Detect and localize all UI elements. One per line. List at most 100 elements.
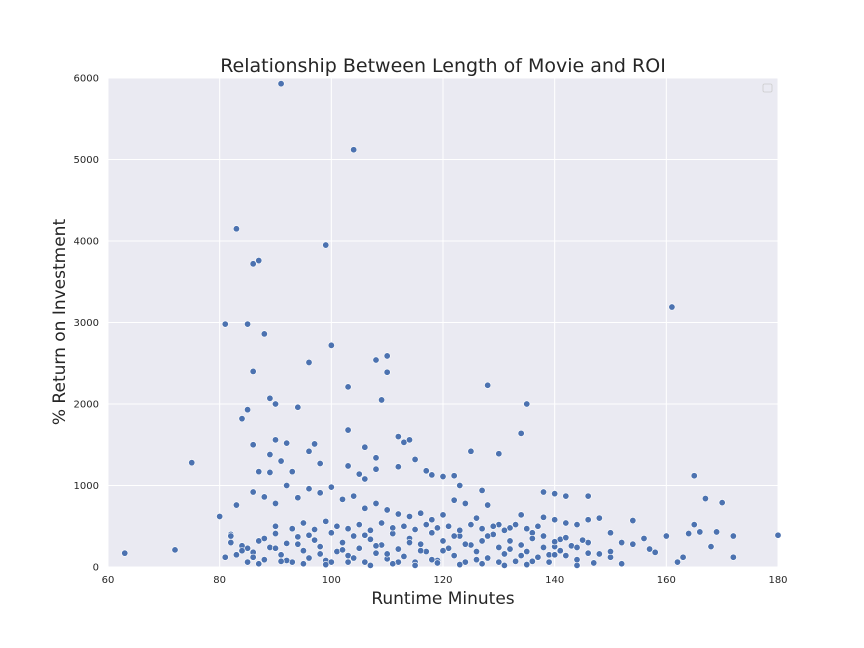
data-point: [461, 499, 469, 507]
data-point: [428, 516, 436, 524]
data-point: [366, 561, 374, 569]
data-point: [327, 529, 335, 537]
data-point: [500, 550, 508, 558]
data-point: [311, 536, 319, 544]
data-point: [255, 468, 263, 476]
data-point: [422, 521, 430, 529]
data-point: [355, 544, 363, 552]
data-point: [640, 534, 648, 542]
data-point: [539, 532, 547, 540]
data-point: [405, 436, 413, 444]
data-point: [439, 511, 447, 519]
data-point: [450, 532, 458, 540]
data-point: [232, 501, 240, 509]
y-axis-title: % Return on Investment: [50, 219, 70, 426]
data-point: [238, 547, 246, 555]
data-point: [350, 554, 358, 562]
data-point: [361, 504, 369, 512]
data-point: [294, 533, 302, 541]
data-point: [690, 521, 698, 529]
data-point: [327, 483, 335, 491]
data-point: [232, 225, 240, 233]
data-point: [311, 526, 319, 534]
data-point: [595, 550, 603, 558]
data-point: [651, 548, 659, 556]
data-point: [350, 492, 358, 500]
y-tick-label: 1000: [74, 481, 99, 492]
data-point: [534, 553, 542, 561]
y-tick-label: 5000: [74, 155, 99, 166]
data-point: [355, 521, 363, 529]
data-point: [121, 549, 129, 557]
data-point: [372, 499, 380, 507]
data-point: [595, 514, 603, 522]
data-point: [288, 468, 296, 476]
data-point: [344, 462, 352, 470]
data-point: [433, 524, 441, 532]
data-point: [551, 516, 559, 524]
data-point: [255, 560, 263, 568]
data-point: [361, 475, 369, 483]
data-point: [271, 499, 279, 507]
data-point: [361, 558, 369, 566]
data-point: [277, 551, 285, 559]
data-point: [277, 457, 285, 465]
data-point: [316, 550, 324, 558]
data-point: [411, 455, 419, 463]
data-point: [500, 526, 508, 534]
data-point: [439, 473, 447, 481]
data-point: [378, 519, 386, 527]
data-point: [383, 506, 391, 514]
data-point: [366, 526, 374, 534]
data-point: [461, 540, 469, 548]
data-point: [562, 552, 570, 560]
data-point: [478, 525, 486, 533]
legend-box: [762, 83, 773, 93]
data-point: [551, 551, 559, 559]
data-point: [428, 471, 436, 479]
data-point: [590, 559, 598, 567]
data-point: [562, 492, 570, 500]
data-point: [472, 548, 480, 556]
data-point: [484, 501, 492, 509]
data-point: [584, 492, 592, 500]
data-point: [562, 519, 570, 527]
data-point: [249, 488, 257, 496]
data-point: [539, 543, 547, 551]
data-point: [277, 80, 285, 88]
x-tick-label: 160: [657, 575, 676, 586]
data-point: [322, 241, 330, 249]
data-point: [394, 463, 402, 471]
data-point: [523, 561, 531, 569]
data-point: [707, 543, 715, 551]
data-point: [333, 522, 341, 530]
data-point: [523, 525, 531, 533]
data-point: [344, 558, 352, 566]
data-point: [244, 558, 252, 566]
data-point: [355, 470, 363, 478]
data-point: [244, 406, 252, 414]
data-point: [673, 558, 681, 566]
data-point: [372, 465, 380, 473]
data-point: [428, 529, 436, 537]
data-point: [512, 521, 520, 529]
x-tick-label: 60: [102, 575, 115, 586]
data-point: [366, 535, 374, 543]
data-point: [456, 526, 464, 534]
data-point: [249, 367, 257, 375]
data-point: [299, 547, 307, 555]
data-point: [545, 558, 553, 566]
data-point: [445, 522, 453, 530]
data-point: [271, 522, 279, 530]
data-point: [439, 547, 447, 555]
data-point: [411, 561, 419, 569]
data-point: [456, 481, 464, 489]
data-point: [400, 522, 408, 530]
data-point: [372, 542, 380, 550]
data-point: [299, 560, 307, 568]
data-point: [338, 495, 346, 503]
data-point: [316, 459, 324, 467]
data-point: [260, 534, 268, 542]
data-point: [316, 489, 324, 497]
data-point: [372, 549, 380, 557]
